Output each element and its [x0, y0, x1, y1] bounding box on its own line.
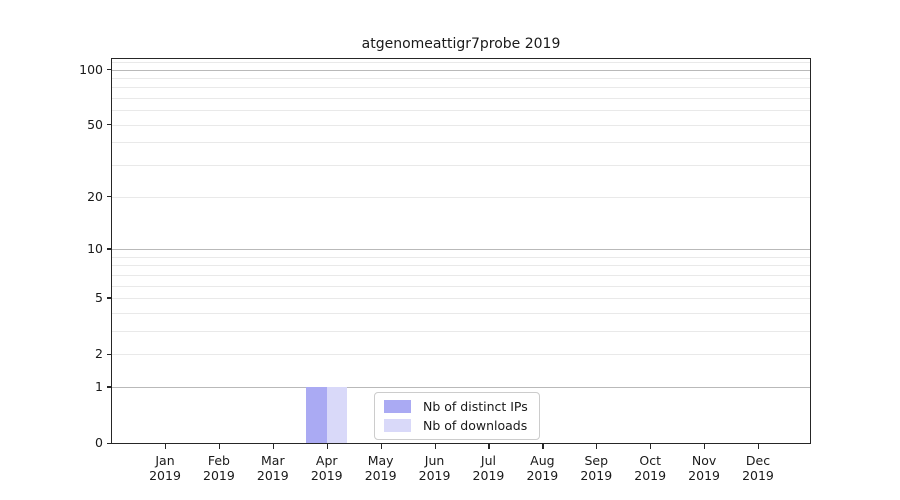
plot-area	[111, 58, 811, 444]
x-tick-label-may: May 2019	[364, 453, 397, 483]
x-tick-jun	[434, 444, 436, 449]
x-tick-label-sep: Sep 2019	[580, 453, 613, 483]
gridline-minor-50	[112, 124, 810, 126]
legend-label-distinct-ips: Nb of distinct IPs	[423, 399, 528, 414]
gridline-minor-3	[112, 330, 810, 332]
x-tick-jul	[488, 444, 490, 449]
x-tick-label-dec: Dec 2019	[742, 453, 774, 483]
x-tick-apr	[326, 444, 328, 449]
gridline-major-1	[112, 386, 810, 388]
gridline-minor-7	[112, 274, 810, 276]
x-tick-mar	[272, 444, 274, 449]
x-tick-dec	[757, 444, 760, 449]
y-tick-label-0: 0	[95, 435, 103, 450]
y-tick-label-50: 50	[87, 116, 103, 132]
x-tick-aug	[542, 444, 544, 449]
y-tick-0	[107, 442, 112, 444]
x-tick-label-jun: Jun 2019	[418, 453, 451, 483]
bar-nb-of-distinct-ips-apr	[306, 386, 327, 443]
x-tick-label-apr: Apr 2019	[310, 453, 343, 483]
y-tick-label-10: 10	[87, 240, 103, 256]
legend-swatch-downloads	[384, 419, 411, 432]
gridline-minor-80	[112, 87, 810, 89]
y-tick-label-5: 5	[95, 289, 103, 305]
gridline-minor-9	[112, 256, 810, 258]
x-tick-label-feb: Feb 2019	[203, 453, 235, 483]
gridline-minor-8	[112, 265, 810, 267]
gridline-minor-110	[112, 61, 810, 63]
gridline-minor-4	[112, 312, 810, 314]
gridline-minor-20	[112, 196, 810, 198]
legend-item-distinct-ips: Nb of distinct IPs	[384, 399, 528, 414]
x-tick-oct	[650, 444, 652, 449]
x-tick-label-mar: Mar 2019	[256, 453, 289, 483]
y-tick-2	[107, 353, 112, 355]
x-tick-label-jan: Jan 2019	[149, 453, 181, 483]
bar-nb-of-downloads-apr	[326, 386, 348, 443]
y-tick-1	[107, 386, 112, 388]
x-tick-nov	[704, 444, 706, 449]
y-tick-label-20: 20	[87, 188, 103, 204]
x-tick-label-nov: Nov 2019	[688, 453, 720, 483]
legend-item-downloads: Nb of downloads	[384, 418, 528, 433]
chart-title: atgenomeattigr7probe 2019	[361, 36, 561, 52]
y-tick-10	[107, 248, 112, 250]
y-tick-20	[107, 196, 112, 198]
y-tick-label-1: 1	[95, 378, 103, 394]
legend: Nb of distinct IPs Nb of downloads	[374, 392, 540, 440]
x-tick-label-aug: Aug 2019	[526, 453, 559, 483]
gridline-minor-90	[112, 77, 810, 79]
x-tick-may	[380, 444, 382, 449]
gridline-minor-5	[112, 297, 810, 299]
gridline-minor-2	[112, 354, 810, 356]
y-tick-5	[107, 297, 112, 299]
gridline-minor-40	[112, 142, 810, 144]
gridline-minor-60	[112, 110, 810, 112]
gridline-major-10	[112, 248, 810, 250]
legend-label-downloads: Nb of downloads	[423, 418, 528, 433]
gridline-minor-6	[112, 285, 810, 287]
y-tick-100	[107, 69, 112, 71]
x-tick-label-oct: Oct 2019	[634, 453, 667, 483]
x-tick-feb	[218, 444, 221, 449]
gridline-minor-30	[112, 165, 810, 167]
x-tick-sep	[596, 444, 598, 449]
x-tick-jan	[165, 444, 167, 449]
gridline-major-100	[112, 69, 810, 71]
x-tick-label-jul: Jul 2019	[472, 453, 505, 483]
y-tick-label-2: 2	[95, 346, 103, 362]
y-tick-50	[107, 124, 112, 126]
y-tick-label-100: 100	[79, 61, 103, 77]
legend-swatch-distinct-ips	[384, 400, 411, 413]
gridline-minor-70	[112, 98, 810, 100]
